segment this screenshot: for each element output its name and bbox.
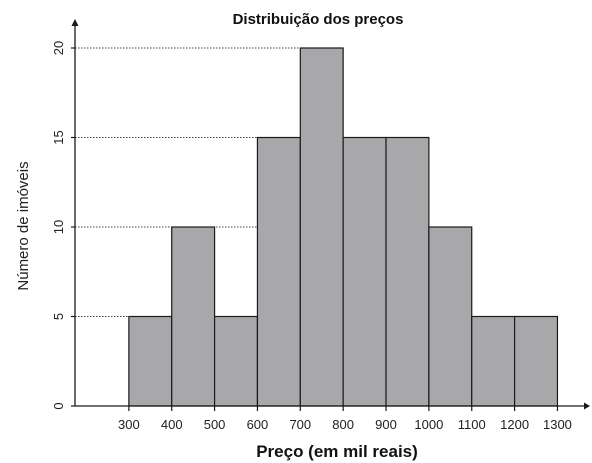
x-tick-label-300: 300 bbox=[118, 417, 140, 432]
y-axis-label: Número de imóveis bbox=[15, 161, 32, 290]
bar-400-500 bbox=[171, 226, 216, 407]
x-axis-arrow bbox=[584, 402, 590, 410]
y-tick-label-15: 15 bbox=[51, 130, 66, 144]
bar-1000-1100 bbox=[428, 226, 473, 407]
y-tick-label-20: 20 bbox=[51, 41, 66, 55]
x-tick-label-500: 500 bbox=[204, 417, 226, 432]
x-tick-labels: 300 400 500 600 700 800 900 1000 1100 1200 1300 bbox=[118, 417, 572, 432]
bar-500-600 bbox=[213, 315, 259, 407]
x-tick-label-1300: 1300 bbox=[543, 417, 572, 432]
bar-900-1000 bbox=[385, 136, 430, 407]
bar-300-400 bbox=[128, 315, 173, 407]
x-tick-label-1000: 1000 bbox=[414, 417, 443, 432]
x-tick-label-700: 700 bbox=[289, 417, 311, 432]
x-axis-label: Preço (em mil reais) bbox=[256, 442, 418, 461]
y-tick-label-0: 0 bbox=[51, 402, 66, 409]
bars bbox=[128, 47, 559, 407]
x-tick-label-900: 900 bbox=[375, 417, 397, 432]
chart-title: Distribuição dos preços bbox=[233, 11, 404, 28]
y-tick-label-10: 10 bbox=[51, 220, 66, 234]
bar-1200-1300 bbox=[513, 315, 559, 407]
bar-800-900 bbox=[342, 136, 387, 407]
y-axis-arrow bbox=[71, 19, 79, 26]
y-tick-labels: 0 5 10 15 20 bbox=[51, 41, 66, 410]
x-tick-label-600: 600 bbox=[247, 417, 269, 432]
axes bbox=[71, 19, 590, 411]
x-tick-label-400: 400 bbox=[161, 417, 183, 432]
bar-600-700 bbox=[256, 136, 301, 407]
x-tick-label-1100: 1100 bbox=[458, 417, 486, 432]
x-tick-label-1200: 1200 bbox=[500, 417, 529, 432]
bar-700-800 bbox=[299, 47, 344, 407]
x-tick-label-800: 800 bbox=[332, 417, 354, 432]
y-tick-label-5: 5 bbox=[51, 313, 66, 320]
bar-1100-1200 bbox=[471, 315, 516, 407]
